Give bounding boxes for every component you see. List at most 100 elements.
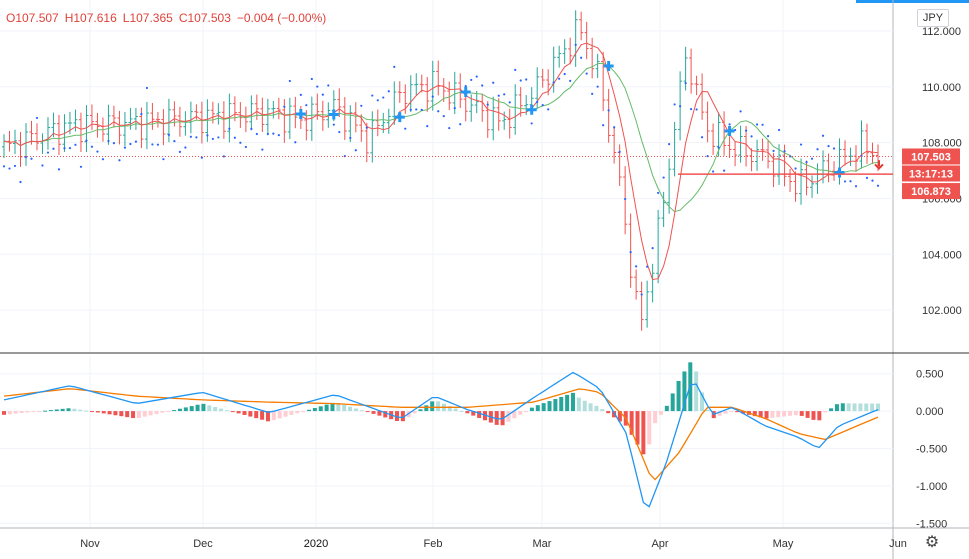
histogram-bar — [312, 408, 317, 412]
psar-dot — [107, 139, 110, 143]
histogram-bar — [166, 411, 171, 413]
histogram-bar — [506, 411, 511, 422]
psar-dot — [519, 79, 522, 82]
y-tick-label: 104.000 — [922, 249, 962, 261]
cross-marker-icon — [724, 125, 735, 136]
histogram-bar — [676, 380, 681, 412]
psar-dot — [618, 150, 621, 153]
psar-dot — [140, 112, 143, 116]
psar-dot — [360, 104, 363, 107]
psar-dot — [651, 247, 654, 250]
psar-dot — [189, 135, 192, 138]
histogram-bar — [717, 411, 722, 416]
psar-dot — [722, 169, 726, 172]
histogram-bar — [424, 405, 429, 412]
histogram-bar — [89, 411, 94, 413]
histogram-bar — [101, 411, 106, 414]
psar-dot — [563, 72, 566, 76]
psar-dot — [668, 142, 671, 146]
psar-dot — [228, 127, 231, 130]
psar-dot — [222, 155, 225, 158]
slow-ma-line — [3, 62, 879, 213]
psar-dot — [74, 143, 77, 146]
histogram-bar — [612, 411, 617, 418]
histogram-bar — [535, 405, 540, 412]
x-tick-label: Apr — [651, 538, 668, 550]
psar-dot — [508, 101, 511, 104]
histogram-bar — [31, 411, 36, 413]
histogram-bar — [518, 411, 523, 415]
psar-dot — [145, 86, 149, 90]
psar-dot — [701, 136, 704, 139]
psar-dot — [629, 250, 632, 254]
psar-dot — [717, 146, 720, 149]
histogram-bar — [400, 411, 405, 422]
psar-dot — [755, 123, 759, 126]
histogram-bar — [658, 411, 663, 415]
psar-dot — [233, 136, 236, 139]
histogram-bar — [617, 411, 622, 422]
histogram-bar — [629, 411, 634, 435]
psar-dot — [2, 165, 6, 168]
gear-icon[interactable]: ⚙ — [924, 534, 940, 551]
histogram-bar — [588, 403, 593, 412]
psar-dot — [832, 147, 836, 150]
psar-dot — [35, 116, 39, 120]
psar-dot — [79, 165, 83, 168]
psar-dot — [624, 197, 627, 201]
psar-dot — [327, 84, 330, 87]
close-value: C107.503 — [178, 11, 231, 25]
psar-dot — [255, 132, 258, 136]
psar-dot — [244, 145, 247, 149]
histogram-bar — [453, 408, 458, 412]
histogram-bar — [670, 393, 675, 412]
histogram-bar — [541, 403, 546, 412]
histogram-bar — [54, 409, 59, 412]
x-tick-label: Feb — [424, 538, 443, 550]
last-price-tag: 107.503 — [911, 151, 951, 163]
fast-ma-line — [3, 42, 879, 281]
histogram-bar — [559, 396, 564, 412]
cross-marker-icon — [328, 109, 339, 120]
psar-dot — [123, 146, 127, 149]
histogram-bar — [113, 411, 118, 416]
histogram-bar — [224, 410, 229, 412]
histogram-bar — [25, 411, 30, 413]
histogram-bar — [213, 407, 218, 412]
psar-dot — [272, 132, 275, 135]
histogram-bar — [553, 399, 558, 412]
psar-dot — [52, 147, 55, 150]
level-price-tag: 106.873 — [911, 186, 951, 198]
psar-dot — [503, 93, 506, 96]
histogram-bar — [758, 411, 763, 418]
histogram-bar — [277, 411, 282, 419]
histogram-bar — [107, 411, 112, 415]
psar-dot — [695, 108, 698, 111]
psar-dot — [393, 65, 396, 69]
histogram-bar — [195, 404, 200, 412]
psar-dot — [277, 133, 280, 137]
histogram-bar — [125, 411, 130, 418]
psar-dot — [865, 176, 869, 179]
psar-dot — [85, 139, 88, 142]
psar-dot — [492, 81, 495, 84]
y-tick-label: 112.000 — [922, 26, 961, 38]
currency-button[interactable]: JPY — [917, 9, 949, 27]
psar-dot — [415, 108, 418, 111]
psar-dot — [382, 96, 385, 99]
psar-dot — [871, 179, 874, 182]
histogram-bar — [641, 411, 646, 455]
histogram-bar — [477, 411, 482, 418]
histogram-bar — [295, 411, 300, 414]
low-value: L107.365 — [122, 11, 173, 25]
histogram-bar — [606, 411, 611, 414]
psar-dot — [448, 126, 451, 130]
cross-marker-icon — [526, 104, 537, 115]
histogram-bar — [700, 392, 705, 412]
psar-dot — [821, 134, 825, 137]
histogram-bar — [2, 411, 6, 415]
psar-dot — [459, 123, 462, 126]
psar-dot — [602, 124, 605, 127]
psar-dot — [854, 185, 858, 188]
